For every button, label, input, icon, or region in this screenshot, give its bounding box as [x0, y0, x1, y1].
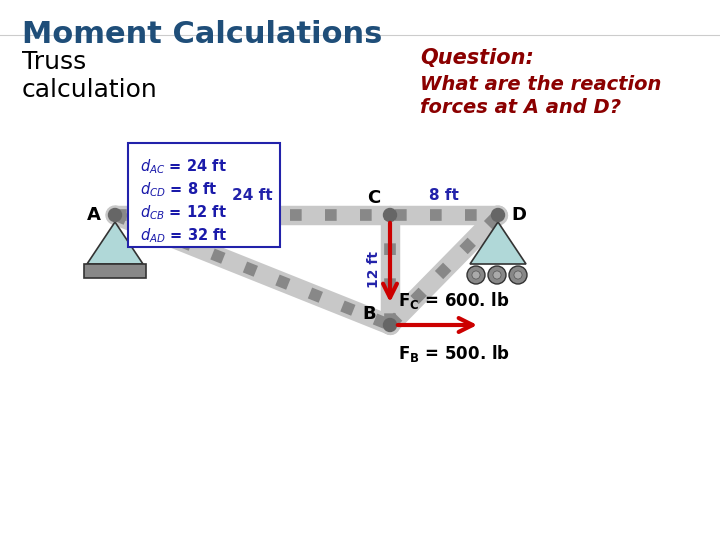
Text: Truss: Truss [22, 50, 86, 74]
Circle shape [492, 208, 505, 221]
Circle shape [384, 208, 397, 221]
Text: Moment Calculations: Moment Calculations [22, 20, 382, 49]
Bar [84, 264, 146, 278]
Polygon shape [87, 222, 143, 264]
FancyBboxPatch shape [128, 143, 280, 247]
Text: A: A [87, 206, 101, 224]
Circle shape [109, 208, 122, 221]
Text: $\mathbf{F_C}$ = 600. lb: $\mathbf{F_C}$ = 600. lb [398, 290, 510, 311]
Circle shape [509, 266, 527, 284]
Circle shape [488, 266, 506, 284]
Text: C: C [366, 189, 380, 207]
Text: What are the reaction: What are the reaction [420, 75, 662, 94]
Circle shape [384, 319, 397, 332]
Text: forces at A and D?: forces at A and D? [420, 98, 621, 117]
Text: 24 ft: 24 ft [232, 188, 273, 203]
Circle shape [514, 271, 522, 279]
Text: $d_{AC}$ = 24 ft: $d_{AC}$ = 24 ft [140, 157, 227, 176]
Text: $d_{CD}$ = 8 ft: $d_{CD}$ = 8 ft [140, 180, 217, 199]
Text: calculation: calculation [22, 78, 158, 102]
Text: $d_{CB}$ = 12 ft: $d_{CB}$ = 12 ft [140, 203, 227, 222]
Circle shape [472, 271, 480, 279]
Text: $d_{AD}$ = 32 ft: $d_{AD}$ = 32 ft [140, 226, 228, 245]
Text: $\mathbf{F_B}$ = 500. lb: $\mathbf{F_B}$ = 500. lb [398, 343, 510, 364]
Text: B: B [362, 305, 376, 323]
Text: 12 ft: 12 ft [367, 252, 381, 288]
Circle shape [467, 266, 485, 284]
Text: D: D [511, 206, 526, 224]
Polygon shape [470, 222, 526, 264]
Circle shape [493, 271, 501, 279]
Text: 8 ft: 8 ft [429, 188, 459, 203]
Text: Question:: Question: [420, 48, 534, 68]
